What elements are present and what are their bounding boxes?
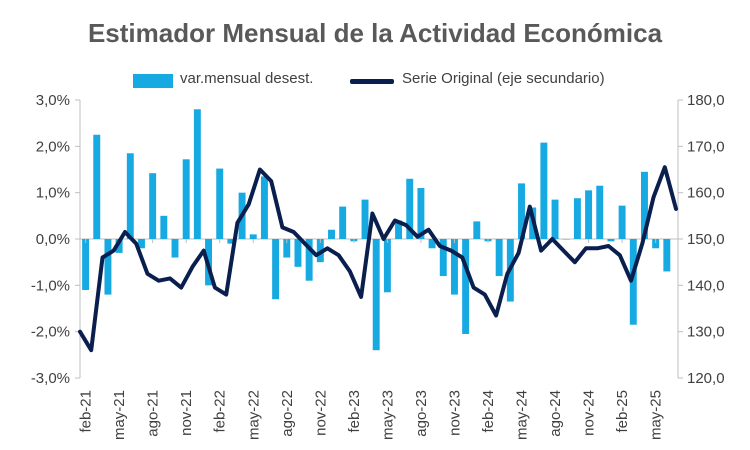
chart-title: Estimador Mensual de la Actividad Económ… (87, 18, 663, 48)
bar (227, 239, 235, 244)
x-tick-label: feb-21 (78, 390, 95, 433)
bar (216, 168, 224, 239)
bar (82, 239, 90, 290)
x-tick-label: ago-22 (279, 390, 296, 437)
bar (462, 239, 470, 334)
x-tick-label: may-23 (379, 390, 396, 440)
x-tick-label: feb-23 (346, 390, 363, 433)
bar (339, 206, 347, 239)
bar (93, 134, 101, 239)
legend-line-label: Serie Original (eje secundario) (402, 70, 605, 87)
x-tick-label: may-25 (648, 390, 665, 440)
bar (450, 239, 458, 295)
bar (361, 199, 369, 239)
x-tick-label: nov-22 (312, 390, 329, 436)
y-right-tick-label: 180,0 (687, 92, 725, 109)
bar (540, 142, 548, 239)
x-tick-label: feb-25 (614, 390, 631, 433)
bar (473, 221, 481, 239)
bar (417, 188, 425, 239)
bar (283, 239, 291, 258)
legend-bar-swatch (133, 74, 173, 88)
bar (551, 199, 559, 239)
y-right-tick-label: 170,0 (687, 138, 725, 155)
bar (104, 239, 112, 295)
bar (138, 239, 145, 249)
y-left-tick-label: 0,0% (36, 231, 70, 248)
bar (428, 239, 436, 249)
legend-bar-label: var.mensual desest. (180, 70, 314, 87)
x-tick-label: nov-24 (581, 390, 598, 436)
y-left-tick-label: 3,0% (36, 92, 70, 109)
bar (149, 173, 157, 239)
bar (585, 190, 593, 239)
x-tick-label: ago-21 (145, 390, 162, 437)
series-line (78, 165, 678, 353)
bar (182, 159, 190, 239)
x-tick-label: nov-21 (178, 390, 195, 436)
bar (629, 239, 637, 325)
bar (294, 239, 302, 267)
bar (260, 176, 268, 239)
y-right-tick-label: 160,0 (687, 185, 725, 202)
bar (641, 171, 648, 239)
x-tick-label: may-24 (514, 390, 531, 440)
y-left-tick-label: -1,0% (31, 277, 70, 294)
bar (115, 239, 123, 253)
y-right-tick-label: 150,0 (687, 231, 725, 248)
bar (193, 109, 201, 240)
y-left-tick-label: -3,0% (31, 370, 70, 387)
bar (383, 239, 391, 293)
bar (573, 198, 581, 239)
bar (607, 239, 615, 242)
bar (562, 239, 570, 240)
bar (439, 239, 447, 277)
x-tick-label: feb-24 (480, 390, 497, 433)
bar (495, 239, 503, 277)
x-tick-label: may-22 (245, 390, 262, 440)
bar (305, 239, 313, 281)
bar (618, 205, 626, 239)
bar (126, 153, 134, 239)
y-left-tick-label: 2,0% (36, 138, 70, 155)
y-left-tick-label: 1,0% (36, 185, 70, 202)
bar (171, 239, 179, 258)
bar (596, 185, 604, 239)
y-right-tick-label: 140,0 (687, 277, 725, 294)
x-tick-label: ago-23 (413, 390, 430, 437)
bar (652, 239, 660, 249)
x-tick-label: nov-23 (446, 390, 463, 436)
x-tick-label: may-21 (111, 390, 128, 440)
bar (395, 220, 403, 239)
bar (272, 239, 280, 300)
y-right-tick-label: 120,0 (687, 370, 725, 387)
y-left-tick-label: -2,0% (31, 324, 70, 341)
bar (518, 183, 525, 239)
x-tick-label: feb-22 (212, 390, 229, 433)
bar (406, 178, 414, 239)
bar (160, 215, 168, 239)
bar (249, 234, 257, 239)
legend-line-swatch (350, 79, 394, 84)
bar (663, 239, 671, 272)
x-tick-label: ago-24 (547, 390, 564, 437)
bar (372, 239, 380, 351)
bar (328, 229, 335, 239)
y-right-tick-label: 130,0 (687, 324, 725, 341)
